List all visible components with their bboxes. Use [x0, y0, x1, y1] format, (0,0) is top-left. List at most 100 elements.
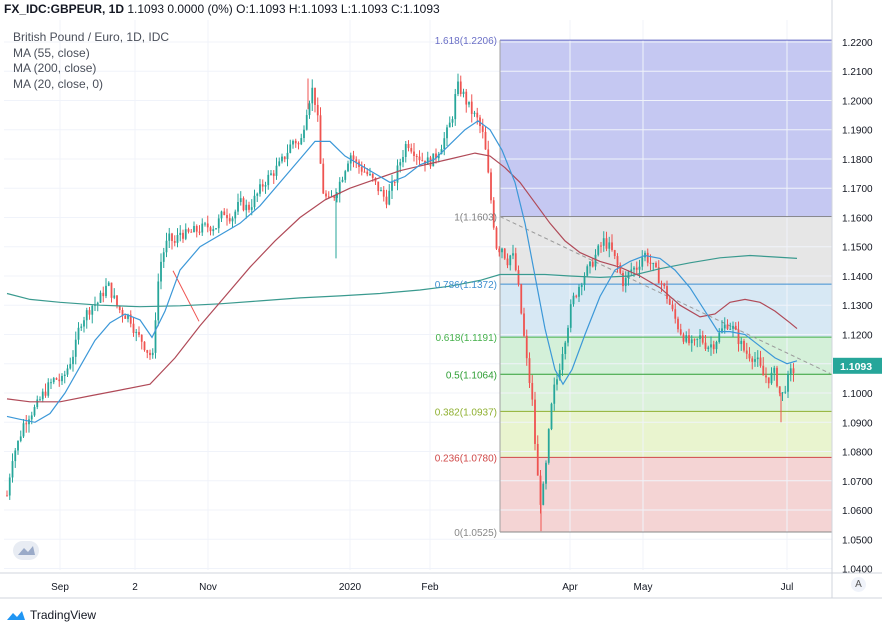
candle-body — [289, 144, 292, 153]
candle-body — [407, 144, 410, 149]
tradingview-logo[interactable]: TradingView — [6, 608, 96, 622]
candle-body — [787, 373, 789, 392]
candle-body — [319, 115, 322, 164]
candle-body — [756, 357, 759, 360]
candle-body — [11, 461, 14, 478]
legend-ma200[interactable]: MA (200, close) — [13, 61, 97, 75]
candle-body — [635, 267, 638, 270]
candle-body — [259, 184, 261, 194]
candle-body — [28, 419, 30, 425]
candle-body — [61, 375, 63, 382]
time-tick-label: 2 — [132, 582, 138, 593]
candle-body — [536, 443, 539, 476]
current-price-label: 1.1093 — [840, 361, 872, 373]
candle-body — [201, 223, 204, 233]
candle-body — [160, 261, 162, 282]
candle-body — [569, 304, 572, 328]
candle-body — [608, 242, 611, 249]
candle-body — [129, 314, 132, 324]
candle-body — [176, 235, 179, 243]
candle-body — [72, 356, 74, 365]
candle-body — [388, 190, 391, 205]
candle-body — [187, 229, 190, 232]
candle-body — [501, 248, 503, 253]
candle-body — [399, 162, 402, 166]
legend-ma20[interactable]: MA (20, close, 0) — [13, 76, 104, 91]
candle-body — [512, 253, 514, 256]
candle-body — [270, 173, 272, 175]
legend-ma55[interactable]: MA (55, close) — [13, 45, 90, 60]
candle-body — [391, 181, 393, 191]
candle-body — [19, 436, 22, 441]
candle-body — [649, 262, 652, 264]
candle-body — [558, 369, 561, 380]
candle-body — [220, 211, 223, 219]
price-tick-label: 1.1400 — [842, 272, 873, 283]
candle-body — [666, 286, 668, 299]
chart-grid — [4, 20, 832, 570]
candle-body — [553, 384, 556, 404]
candle-body — [242, 198, 245, 211]
legend-series-name[interactable]: British Pound / Euro, 1D, IDC — [13, 30, 170, 44]
candle-body — [525, 335, 528, 359]
candle-body — [110, 282, 113, 298]
candle-body — [347, 163, 349, 172]
current-price-tag — [833, 357, 882, 374]
candle-body — [633, 267, 635, 270]
candle-body — [308, 103, 311, 116]
candle-body — [113, 295, 116, 298]
candle-body — [613, 250, 616, 257]
candle-body — [611, 242, 613, 251]
fib-band — [500, 284, 832, 338]
candle-body — [248, 204, 250, 210]
fib-label: 0.382(1.0937) — [435, 407, 497, 418]
candle-body — [597, 245, 600, 255]
candle-body — [765, 375, 767, 378]
candle-body — [102, 292, 105, 297]
time-tick-label: Sep — [51, 582, 69, 593]
candle-body — [352, 155, 355, 160]
candle-body — [531, 383, 534, 400]
ma200-line — [6, 254, 798, 308]
candle-body — [448, 122, 451, 128]
auto-scale-button[interactable]: A — [851, 577, 866, 592]
time-tick-label: May — [634, 582, 653, 593]
candle-body — [6, 495, 8, 497]
open-value: 1.1093 — [248, 2, 286, 16]
last-price: 1.1093 — [127, 2, 165, 16]
high-value: 1.1093 — [300, 2, 338, 16]
candle-body — [80, 326, 83, 328]
candle-body — [506, 258, 509, 266]
candle-body — [261, 184, 264, 187]
candle-body — [542, 483, 545, 505]
candle-body — [776, 367, 778, 387]
candle-body — [619, 265, 622, 273]
candle-body — [514, 253, 517, 271]
candle-body — [594, 254, 597, 267]
tradingview-logo-icon — [7, 611, 25, 620]
candle-body — [281, 156, 283, 162]
candle-body — [682, 334, 685, 342]
candle-body — [767, 377, 770, 384]
fib-retracement-bands — [500, 40, 832, 532]
candle-body — [239, 198, 242, 202]
candle-body — [63, 374, 66, 376]
price-tick-label: 1.0400 — [842, 565, 873, 576]
candle-body — [473, 112, 476, 114]
time-tick-label: Apr — [562, 582, 578, 593]
brand-label: TradingView — [30, 608, 97, 622]
symbol-header: FX_IDC:GBPEUR, 1D 1.1093 0.0000 (0%) O:1… — [4, 2, 440, 16]
candle-body — [773, 367, 776, 373]
candle-body — [385, 196, 388, 205]
candle-body — [36, 399, 39, 408]
candle-body — [217, 218, 220, 229]
candle-body — [245, 204, 248, 211]
candle-body — [663, 283, 666, 287]
candle-body — [622, 272, 624, 287]
candle-body — [154, 320, 157, 353]
price-tick-label: 1.2200 — [842, 38, 873, 49]
candle-body — [509, 255, 512, 266]
candle-body — [132, 323, 135, 333]
candle-body — [209, 227, 212, 232]
